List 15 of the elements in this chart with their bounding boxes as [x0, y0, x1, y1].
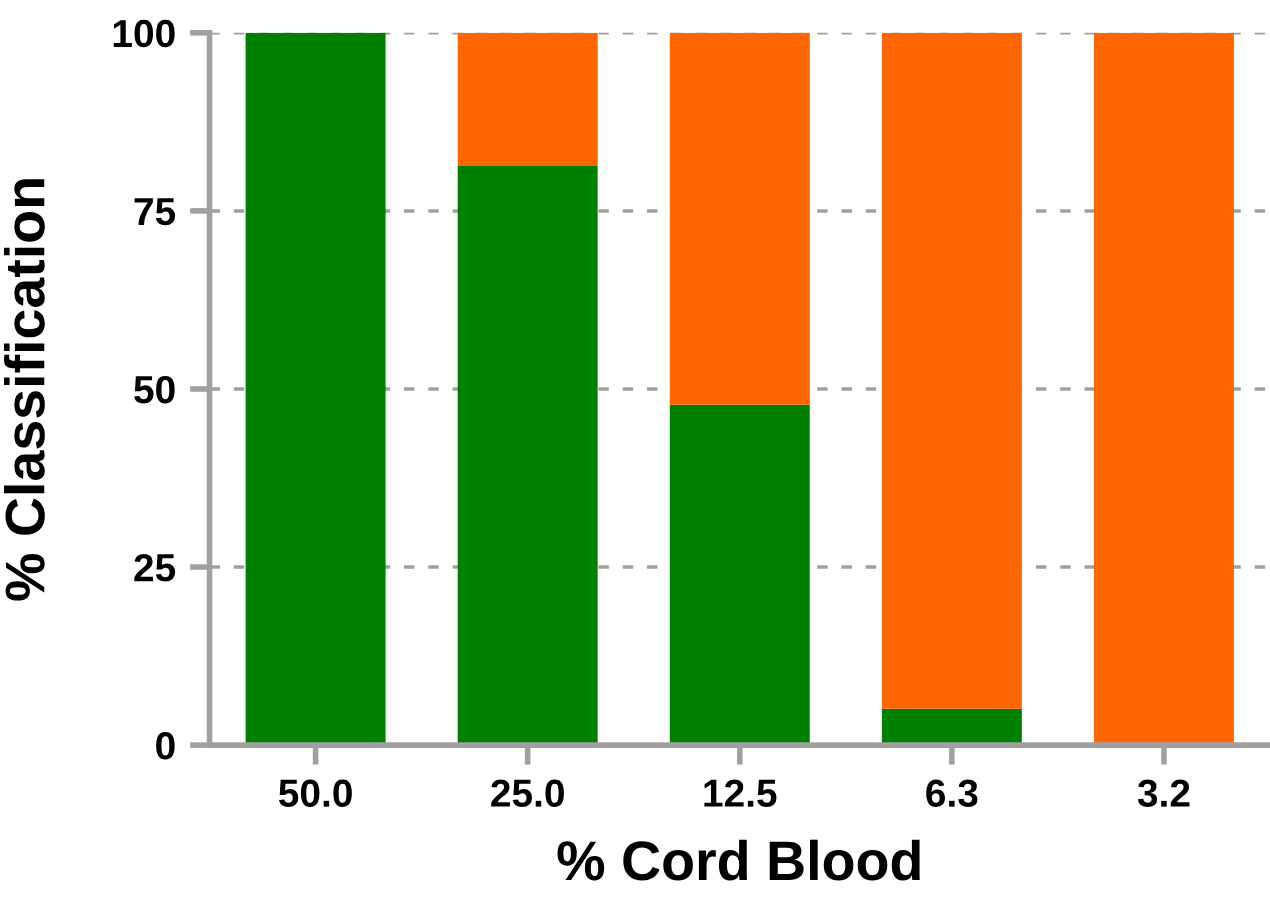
y-tick-label: 100 [113, 19, 175, 48]
x-tick-label: 50.0 [278, 779, 352, 807]
y-axis-title: % Classification [4, 179, 45, 601]
y-tick-label: 75 [134, 198, 176, 226]
x-axis-title: % Cord Blood [557, 839, 920, 881]
x-tick-label: 12.5 [704, 779, 777, 807]
bar [669, 32, 810, 405]
x-tick-label: 3.2 [1137, 779, 1190, 808]
bar [881, 32, 1022, 709]
x-tick-label: 25.0 [491, 779, 564, 807]
y-tick-label: 50 [134, 375, 175, 404]
y-tick-label: 0 [156, 732, 175, 760]
y-tick-label: 25 [134, 553, 176, 582]
bar [457, 32, 598, 167]
x-tick-label: 6.3 [926, 779, 978, 808]
